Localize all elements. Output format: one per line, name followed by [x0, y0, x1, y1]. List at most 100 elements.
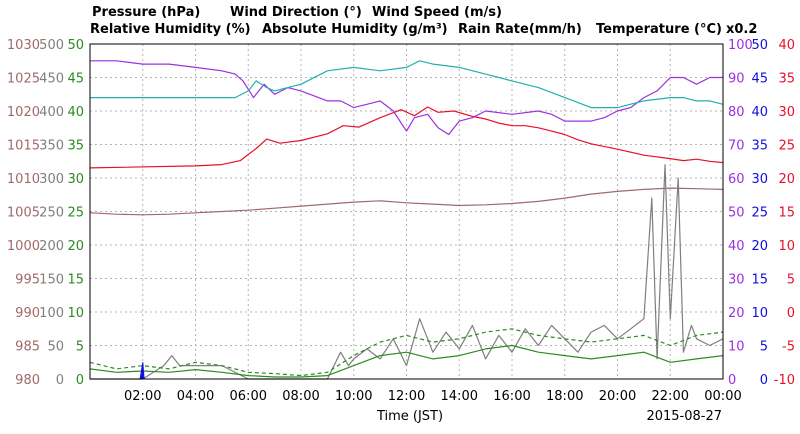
x-tick-label: 20:00 [599, 389, 636, 404]
rain-rate-tick-label: 20 [751, 239, 768, 254]
wind-speed-tick-label: 25 [67, 206, 84, 221]
series-pressure [89, 187, 724, 216]
temperature-tick-label: 40 [778, 38, 795, 53]
x-tick-label: 00:00 [704, 389, 741, 404]
pressure-tick-label: 1010 [7, 172, 40, 187]
legend-wind-direction: Wind Direction (°) [230, 5, 362, 20]
temperature-tick-label: 10 [778, 239, 795, 254]
wind-speed-tick-label: 10 [67, 306, 84, 321]
x-tick-label: 16:00 [493, 389, 530, 404]
pressure-tick-label: 990 [15, 306, 40, 321]
rain-rate-tick-label: 15 [751, 273, 768, 288]
date-label: 2015-08-27 [646, 409, 722, 424]
humidity-tick-label: 20 [728, 306, 745, 321]
humidity-tick-label: 50 [728, 206, 745, 221]
wind-direction-tick-label: 50 [47, 340, 64, 355]
pressure-tick-label: 1025 [7, 72, 40, 87]
wind-direction-tick-label: 150 [39, 273, 64, 288]
humidity-tick-label: 100 [728, 38, 753, 53]
temperature-tick-label: 30 [778, 105, 795, 120]
wind-speed-tick-label: 0 [76, 373, 84, 388]
temperature-tick-label: 0 [787, 306, 795, 321]
wind-speed-tick-label: 50 [67, 38, 84, 53]
rain-rate-tick-label: 50 [751, 38, 768, 53]
x-tick-label: 18:00 [546, 389, 583, 404]
x-tick-label: 06:00 [230, 389, 267, 404]
rain-rate-tick-label: 35 [751, 139, 768, 154]
temperature-tick-label: 35 [778, 72, 795, 87]
pressure-tick-label: 985 [15, 340, 40, 355]
humidity-tick-label: 80 [728, 105, 745, 120]
wind-speed-tick-label: 15 [67, 273, 84, 288]
pressure-tick-label: 995 [15, 273, 40, 288]
series-wind-speed [89, 344, 724, 378]
series-absolute-humidity [90, 60, 724, 109]
wind-speed-tick-label: 30 [67, 172, 84, 187]
x-tick-label: 14:00 [441, 389, 478, 404]
x-axis-label: Time (JST) [376, 409, 443, 424]
legend-pressure: Pressure (hPa) [92, 5, 200, 20]
humidity-tick-label: 0 [728, 373, 736, 388]
wind-speed-tick-label: 5 [76, 340, 84, 355]
legend-rain-rate: Rain Rate(mm/h) [458, 22, 582, 37]
rain-rate-tick-label: 45 [751, 72, 768, 87]
series-layer [89, 60, 724, 380]
rain-rate-tick-label: 10 [751, 306, 768, 321]
series-humidity [90, 60, 723, 136]
y-axes: 1030102510201015101010051000995990985980… [7, 38, 795, 388]
wind-speed-tick-label: 40 [67, 105, 84, 120]
rain-rate-tick-label: 5 [760, 340, 768, 355]
legend-multiplier: x0.2 [726, 22, 757, 37]
temperature-tick-label: -10 [774, 373, 795, 388]
humidity-tick-label: 40 [728, 239, 745, 254]
x-tick-label: 02:00 [124, 389, 161, 404]
pressure-tick-label: 1005 [7, 206, 40, 221]
series-temperature [89, 106, 724, 169]
temperature-tick-label: 15 [778, 206, 795, 221]
legend-absolute-humidity: Absolute Humidity (g/m³) [262, 22, 448, 37]
temperature-tick-label: 20 [778, 172, 795, 187]
legend-humidity: Relative Humidity (%) [90, 22, 251, 37]
wind-speed-tick-label: 35 [67, 139, 84, 154]
temperature-tick-label: 25 [778, 139, 795, 154]
pressure-tick-label: 1015 [7, 139, 40, 154]
pressure-tick-label: 1020 [7, 105, 40, 120]
wind-direction-tick-label: 500 [39, 38, 64, 53]
humidity-tick-label: 70 [728, 139, 745, 154]
wind-direction-tick-label: 450 [39, 72, 64, 87]
humidity-tick-label: 90 [728, 72, 745, 87]
wind-direction-tick-label: 0 [56, 373, 64, 388]
wind-speed-tick-label: 20 [67, 239, 84, 254]
x-tick-label: 12:00 [388, 389, 425, 404]
x-tick-label: 22:00 [652, 389, 689, 404]
legend-wind-speed: Wind Speed (m/s) [372, 5, 502, 20]
rain-rate-tick-label: 40 [751, 105, 768, 120]
grid [90, 44, 723, 379]
wind-direction-tick-label: 200 [39, 239, 64, 254]
legend-temperature: Temperature (°C) [596, 22, 722, 37]
x-tick-label: 04:00 [177, 389, 214, 404]
temperature-tick-label: -5 [782, 340, 795, 355]
wind-speed-tick-label: 45 [67, 72, 84, 87]
humidity-tick-label: 10 [728, 340, 745, 355]
humidity-tick-label: 30 [728, 273, 745, 288]
rain-rate-tick-label: 25 [751, 206, 768, 221]
pressure-tick-label: 980 [15, 373, 40, 388]
wind-direction-tick-label: 300 [39, 172, 64, 187]
temperature-tick-label: 5 [787, 273, 795, 288]
series-wind-speed-gust [89, 328, 724, 377]
humidity-tick-label: 60 [728, 172, 745, 187]
wind-direction-tick-label: 100 [39, 306, 64, 321]
rain-rate-tick-label: 30 [751, 172, 768, 187]
plot-frame [89, 43, 724, 380]
pressure-tick-label: 1000 [7, 239, 40, 254]
x-tick-label: 10:00 [335, 389, 372, 404]
pressure-tick-label: 1030 [7, 38, 40, 53]
rain-rate-tick-label: 0 [760, 373, 768, 388]
wind-direction-tick-label: 400 [39, 105, 64, 120]
wind-direction-tick-label: 350 [39, 139, 64, 154]
wind-direction-tick-label: 250 [39, 206, 64, 221]
x-tick-labels: 02:00 04:00 06:00 08:00 10:00 12:00 14:00 16:00… [124, 389, 742, 404]
x-tick-label: 08:00 [282, 389, 319, 404]
